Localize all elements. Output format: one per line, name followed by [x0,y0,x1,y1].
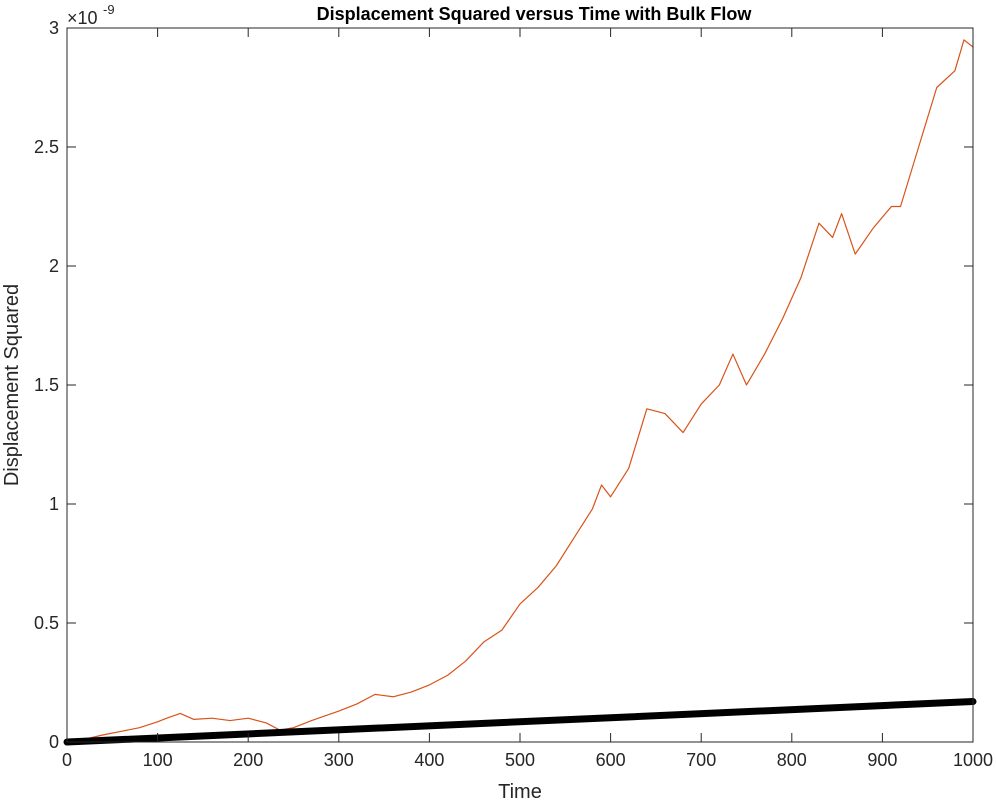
y-axis-label: Displacement Squared [1,284,23,486]
y-tick-label-3: 1.5 [34,375,59,395]
x-tick-label-3: 300 [324,750,354,770]
x-tick-label-2: 200 [233,750,263,770]
axes-box [66,27,974,743]
y-tick-label-0: 0 [49,732,59,752]
x-tick-label-6: 600 [596,750,626,770]
plot-area [63,28,977,746]
y-exponent-power: -9 [103,2,115,17]
x-tick-label-5: 500 [505,750,535,770]
x-tick-label-10: 1000 [953,750,993,770]
y-exponent-base: ×10 [67,8,98,28]
series-line-orange [66,39,974,743]
x-tick-label-0: 0 [62,750,72,770]
x-tick-label-9: 900 [867,750,897,770]
y-exponent-label: ×10 -9 [67,2,115,28]
x-axis-label: Time [498,781,542,802]
x-tick-label-4: 400 [414,750,444,770]
y-tick-label-6: 3 [49,18,59,38]
plot-background [67,28,973,742]
series-line-black [63,698,977,746]
y-tick-label-2: 1 [49,494,59,514]
axis-ticks: 0 100 200 300 400 500 600 700 800 900 1000 0 0.5 1 1.5… [34,18,993,770]
y-tick-label-1: 0.5 [34,613,59,633]
axes-frame [66,27,974,743]
x-tick-label-1: 100 [143,750,173,770]
y-tick-label-4: 2 [49,256,59,276]
y-axis-label-group: Displacement Squared [1,284,23,486]
x-tick-label-8: 800 [777,750,807,770]
x-tick-label-7: 700 [686,750,716,770]
y-tick-label-5: 2.5 [34,137,59,157]
chart-title: Displacement Squared versus Time with Bu… [317,4,753,24]
